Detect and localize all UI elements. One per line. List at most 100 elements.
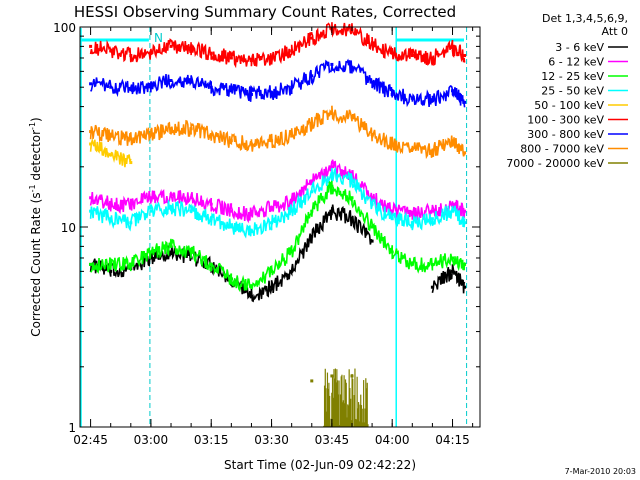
- series-point: [451, 256, 455, 260]
- series-point: [169, 127, 173, 131]
- series-point: [451, 202, 455, 206]
- series-point: [270, 206, 274, 210]
- series-point: [451, 89, 455, 93]
- series-point: [310, 234, 314, 238]
- series-point: [451, 139, 455, 143]
- series-point: [249, 142, 253, 146]
- series-point: [169, 244, 173, 248]
- series-point: [451, 209, 455, 213]
- series-point: [89, 262, 93, 266]
- legend-label: 12 - 25 keV: [541, 70, 604, 83]
- series-point: [330, 165, 334, 169]
- series-point: [89, 142, 93, 146]
- series-point: [290, 199, 294, 203]
- series-point: [350, 217, 354, 221]
- series-point: [290, 49, 294, 53]
- series-point: [290, 209, 294, 213]
- series-point: [109, 134, 113, 138]
- series-point: [89, 44, 93, 48]
- series-point: [370, 239, 374, 243]
- series-point: [330, 172, 334, 176]
- legend-label: 50 - 100 keV: [534, 99, 604, 112]
- series-point: [189, 209, 193, 213]
- legend-label: 7000 - 20000 keV: [506, 157, 604, 170]
- series-point: [390, 142, 394, 146]
- series-point: [350, 65, 354, 69]
- series-point: [310, 121, 314, 125]
- series-point: [310, 74, 314, 78]
- series-point: [89, 196, 93, 200]
- series-7000_20000keV: [310, 368, 369, 427]
- series-point: [330, 62, 334, 66]
- y-axis-label-main: Corrected Count Rate (s: [29, 192, 43, 336]
- series-point: [370, 225, 374, 229]
- series-point: [390, 250, 394, 254]
- y-axis-label: Corrected Count Rate (s-1 detector-1): [28, 117, 43, 336]
- series-line: [89, 22, 466, 69]
- series-point: [89, 130, 93, 134]
- series-point: [430, 149, 434, 153]
- series-12_25keV: [89, 179, 467, 293]
- series-point: [169, 79, 173, 83]
- legend-header-line1: Det 1,3,4,5,6,9,: [542, 12, 628, 25]
- series-point: [229, 56, 233, 60]
- legend-label: 6 - 12 keV: [548, 56, 604, 69]
- series-point: [209, 133, 213, 137]
- series-point: [209, 51, 213, 55]
- series-point: [149, 50, 153, 54]
- series-point: [370, 196, 374, 200]
- series-point: [290, 250, 294, 254]
- series-point: [109, 49, 113, 53]
- y-axis-label-sup2: -1: [28, 122, 37, 130]
- series-point: [270, 285, 274, 289]
- series-point: [169, 250, 173, 254]
- series-point: [410, 96, 414, 100]
- series-point: [390, 92, 394, 96]
- series-point: [129, 137, 133, 141]
- y-axis-label-end: ): [29, 117, 43, 122]
- series-point: [463, 100, 467, 104]
- night-marker: N: [154, 31, 163, 45]
- series-point: [290, 85, 294, 89]
- series-800_7000keV: [89, 105, 467, 160]
- series-point: [229, 225, 233, 229]
- series-point: [463, 151, 467, 155]
- series-point: [189, 47, 193, 51]
- series-point: [350, 115, 354, 119]
- series-point: [149, 250, 153, 254]
- series-point: [463, 285, 467, 289]
- series-point: [390, 51, 394, 55]
- legend-label: 3 - 6 keV: [555, 41, 604, 54]
- series-point: [410, 213, 414, 217]
- series-point: [109, 269, 113, 273]
- series-point: [169, 206, 173, 210]
- series-point: [129, 87, 133, 91]
- series-point: [169, 44, 173, 48]
- y-tick-label: 1: [68, 421, 76, 435]
- series-point: [330, 209, 334, 213]
- series-point: [370, 80, 374, 84]
- series-point: [89, 82, 93, 86]
- series-point: [109, 85, 113, 89]
- series-point: [229, 139, 233, 143]
- series-point: [310, 36, 314, 40]
- series-point: [310, 190, 314, 194]
- series-point: [189, 127, 193, 131]
- series-line: [89, 159, 466, 224]
- series-point: [270, 269, 274, 273]
- series-point: [149, 133, 153, 137]
- legend-label: 25 - 50 keV: [541, 85, 604, 98]
- series-point: [209, 217, 213, 221]
- series-point: [229, 209, 233, 213]
- series-point: [463, 54, 467, 58]
- series-point: [350, 196, 354, 200]
- series-point: [149, 209, 153, 213]
- series-point: [290, 269, 294, 273]
- x-tick-label: 02:45: [73, 433, 108, 447]
- series-point: [249, 58, 253, 62]
- series-point: [270, 139, 274, 143]
- series-point: [370, 42, 374, 46]
- series-point: [270, 91, 274, 95]
